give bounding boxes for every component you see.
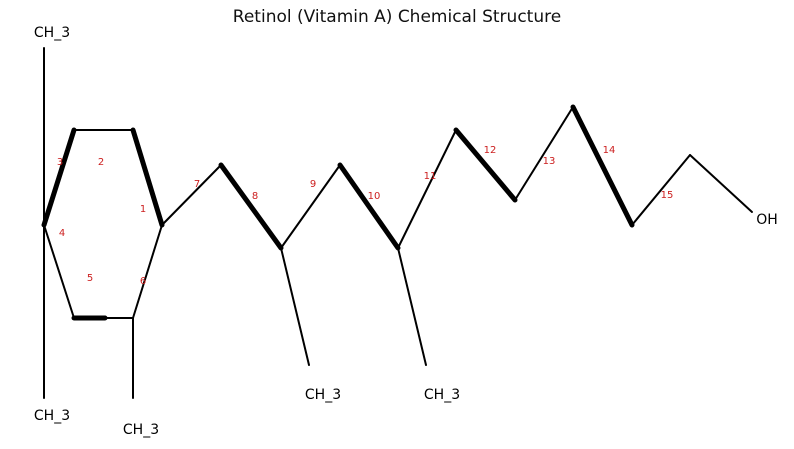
atom-label: CH_3 [123,422,159,438]
carbon-number: 6 [140,276,146,287]
atom-label: CH_3 [305,387,341,403]
carbon-number: 3 [57,157,63,168]
carbon-number: 13 [543,156,556,167]
carbon-number: 12 [484,145,497,156]
atom-label: CH_3 [34,408,70,424]
carbon-number: 9 [310,179,316,190]
atom-label: OH [756,212,778,228]
bonds [41,47,753,399]
title: Retinol (Vitamin A) Chemical Structure [233,7,561,27]
carbon-number: 10 [368,191,381,202]
carbon-number: 8 [252,191,258,202]
atom-label: CH_3 [424,387,460,403]
carbon-number: 11 [424,171,437,182]
carbon-number: 5 [87,273,93,284]
carbon-number: 7 [194,179,200,190]
atom-label: CH_3 [34,25,70,41]
carbon-number: 14 [603,145,616,156]
carbon-number: 2 [98,157,104,168]
carbon-number: 4 [59,228,65,239]
carbon-number: 1 [140,204,146,215]
carbon-number: 15 [661,190,674,201]
